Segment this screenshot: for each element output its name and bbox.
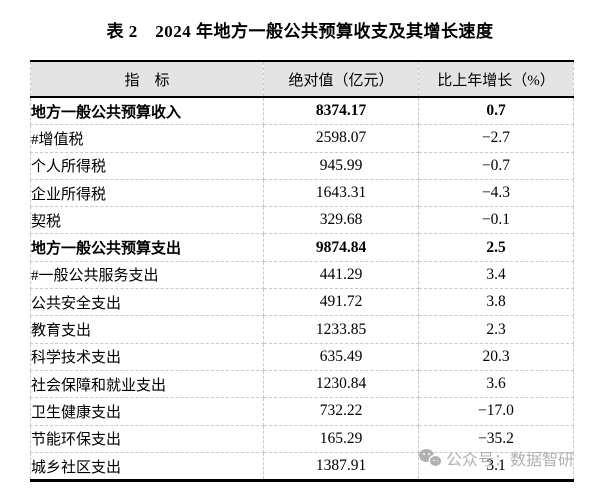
growth-cell: 3.1 — [418, 451, 574, 482]
indicator-cell: 节能环保支出 — [30, 424, 264, 453]
value-cell: 2598.07 — [263, 124, 419, 153]
value-cell: 945.99 — [263, 151, 419, 180]
growth-cell: 2.3 — [418, 315, 574, 344]
table-title: 表 2 2024 年地方一般公共预算收支及其增长速度 — [106, 22, 494, 41]
indicator-cell: #增值税 — [30, 124, 264, 153]
indicator-cell: #一般公共服务支出 — [30, 260, 264, 290]
value-cell: 441.29 — [263, 260, 419, 290]
growth-cell: −35.2 — [418, 424, 574, 453]
table-row: 节能环保支出 165.29 −35.2 — [30, 424, 574, 453]
growth-cell: 3.4 — [418, 260, 574, 290]
budget-table: 指 标 绝对值（亿元） 比上年增长（%） 地方一般公共预算收入 8374.17 0.… — [30, 60, 574, 483]
indicator-cell: 契税 — [30, 206, 264, 235]
value-cell: 329.68 — [263, 206, 419, 235]
table-row: 公共安全支出 491.72 3.8 — [30, 288, 574, 317]
indicator-cell: 地方一般公共预算收入 — [30, 96, 264, 126]
indicator-cell: 个人所得税 — [30, 151, 264, 180]
table-row: 城乡社区支出 1387.91 3.1 — [30, 451, 574, 482]
watermark-text: 公众号：数据智研 — [446, 452, 575, 469]
indicator-cell: 社会保障和就业支出 — [30, 369, 264, 399]
growth-cell: −0.1 — [418, 206, 574, 235]
growth-cell: 3.6 — [418, 369, 574, 399]
table-row: 教育支出 1233.85 2.3 — [30, 315, 574, 344]
table-row: 个人所得税 945.99 −0.7 — [30, 151, 574, 180]
value-cell: 1387.91 — [263, 451, 419, 482]
col-header-indicator: 指 标 — [30, 60, 264, 98]
value-cell: 732.22 — [263, 397, 419, 426]
table-row: #增值税 2598.07 −2.7 — [30, 124, 574, 153]
header-row: 指 标 绝对值（亿元） 比上年增长（%） — [30, 60, 574, 98]
indicator-cell: 科学技术支出 — [30, 342, 264, 371]
indicator-cell: 企业所得税 — [30, 178, 264, 208]
indicator-cell: 地方一般公共预算支出 — [30, 233, 264, 262]
growth-cell: 2.5 — [418, 233, 574, 262]
table-row: 社会保障和就业支出 1230.84 3.6 — [30, 369, 574, 399]
value-cell: 635.49 — [263, 342, 419, 371]
value-cell: 1233.85 — [263, 315, 419, 344]
growth-cell: −0.7 — [418, 151, 574, 180]
indicator-cell: 公共安全支出 — [30, 288, 264, 317]
value-cell: 1643.31 — [263, 178, 419, 208]
table-row: 地方一般公共预算支出 9874.84 2.5 — [30, 233, 574, 262]
growth-cell: 20.3 — [418, 342, 574, 371]
table-row: 卫生健康支出 732.22 −17.0 — [30, 397, 574, 426]
value-cell: 9874.84 — [263, 233, 419, 262]
indicator-cell: 卫生健康支出 — [30, 397, 264, 426]
growth-cell: −4.3 — [418, 178, 574, 208]
watermark: 公众号：数据智研 — [419, 446, 574, 470]
value-cell: 1230.84 — [263, 369, 419, 399]
col-header-growth: 比上年增长（%） — [418, 60, 574, 98]
growth-cell: 3.8 — [418, 288, 574, 317]
indicator-cell: 城乡社区支出 — [30, 451, 264, 482]
table-row: 契税 329.68 −0.1 — [30, 206, 574, 235]
value-cell: 491.72 — [263, 288, 419, 317]
growth-cell: −2.7 — [418, 124, 574, 153]
table-row: 企业所得税 1643.31 −4.3 — [30, 178, 574, 208]
value-cell: 8374.17 — [263, 96, 419, 126]
wechat-icon — [419, 448, 443, 468]
table-row: 地方一般公共预算收入 8374.17 0.7 — [30, 96, 574, 126]
value-cell: 165.29 — [263, 424, 419, 453]
indicator-cell: 教育支出 — [30, 315, 264, 344]
growth-cell: 0.7 — [418, 96, 574, 126]
table-body: 地方一般公共预算收入 8374.17 0.7 #增值税 2598.07 −2.7 个人所得税… — [30, 96, 574, 482]
col-header-absolute-value: 绝对值（亿元） — [263, 60, 419, 98]
growth-cell: −17.0 — [418, 397, 574, 426]
table-row: #一般公共服务支出 441.29 3.4 — [30, 260, 574, 290]
table-row: 科学技术支出 635.49 20.3 — [30, 342, 574, 371]
